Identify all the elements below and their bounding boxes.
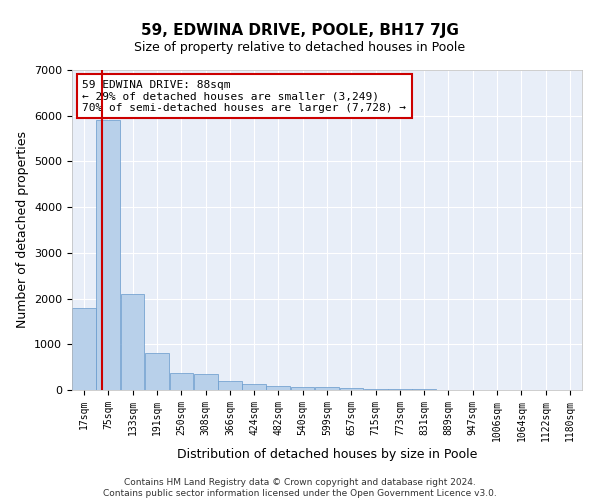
Text: Contains HM Land Registry data © Crown copyright and database right 2024.
Contai: Contains HM Land Registry data © Crown c… — [103, 478, 497, 498]
X-axis label: Distribution of detached houses by size in Poole: Distribution of detached houses by size … — [177, 448, 477, 461]
Text: 59 EDWINA DRIVE: 88sqm
← 29% of detached houses are smaller (3,249)
70% of semi-: 59 EDWINA DRIVE: 88sqm ← 29% of detached… — [82, 80, 406, 113]
Bar — [242, 384, 266, 390]
Bar — [340, 388, 364, 390]
Text: 59, EDWINA DRIVE, POOLE, BH17 7JG: 59, EDWINA DRIVE, POOLE, BH17 7JG — [141, 22, 459, 38]
Bar — [145, 354, 169, 390]
Bar — [97, 120, 120, 390]
Bar — [121, 294, 145, 390]
Bar — [364, 388, 388, 390]
Y-axis label: Number of detached properties: Number of detached properties — [16, 132, 29, 328]
Bar — [290, 388, 314, 390]
Bar — [72, 308, 96, 390]
Bar — [218, 381, 242, 390]
Bar — [266, 386, 290, 390]
Bar — [316, 388, 339, 390]
Bar — [170, 372, 193, 390]
Bar — [388, 389, 412, 390]
Bar — [194, 374, 218, 390]
Text: Size of property relative to detached houses in Poole: Size of property relative to detached ho… — [134, 41, 466, 54]
